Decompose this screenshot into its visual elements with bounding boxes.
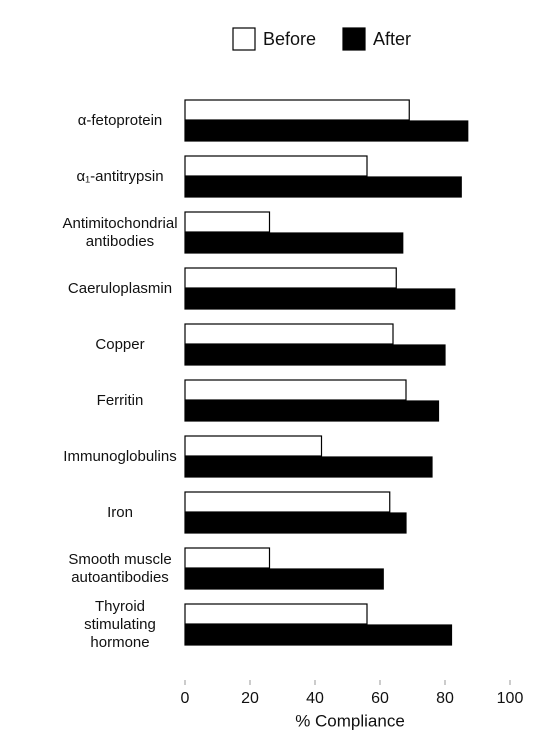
bar [184, 288, 456, 310]
bar [184, 435, 323, 457]
legend-swatch [342, 27, 366, 51]
y-tick-label: Smooth muscle autoantibodies [68, 551, 172, 586]
bar [184, 379, 407, 401]
x-tick-label: 0 [181, 690, 190, 707]
bar [184, 456, 433, 478]
bar [184, 120, 469, 142]
y-tick-label: Immunoglobulins [63, 448, 177, 465]
bar [184, 176, 462, 198]
bar [184, 323, 394, 345]
bar [184, 99, 410, 121]
bar [184, 232, 404, 254]
bar [184, 491, 391, 513]
bar [184, 267, 397, 289]
bar [184, 624, 453, 646]
bar [184, 400, 440, 422]
x-tick-label: 80 [436, 690, 454, 707]
y-tick-label: Iron [107, 504, 133, 521]
legend-label: After [373, 29, 411, 49]
x-tick-label: 60 [371, 690, 389, 707]
legend-label: Before [263, 29, 316, 49]
x-tick-label: 100 [497, 690, 524, 707]
y-tick-label: Ferritin [96, 392, 144, 409]
bar [184, 568, 384, 590]
y-tick-label: α₁-antitrypsin [76, 168, 164, 185]
x-tick-label: 20 [241, 690, 259, 707]
y-tick-label: Caeruloplasmin [67, 280, 173, 297]
y-tick-label: α-fetoprotein [77, 112, 163, 129]
legend-swatch [232, 27, 256, 51]
bar [184, 547, 271, 569]
bar [184, 512, 407, 534]
y-tick-label: Antimitochondrial antibodies [62, 215, 178, 250]
bar [184, 155, 368, 177]
bar [184, 603, 368, 625]
bar [184, 344, 446, 366]
bar [184, 211, 271, 233]
x-axis-title: % Compliance [295, 711, 405, 730]
x-tick-label: 40 [306, 690, 324, 707]
y-tick-label: Thyroid stimulating hormone [84, 598, 156, 651]
y-tick-label: Copper [95, 336, 145, 353]
